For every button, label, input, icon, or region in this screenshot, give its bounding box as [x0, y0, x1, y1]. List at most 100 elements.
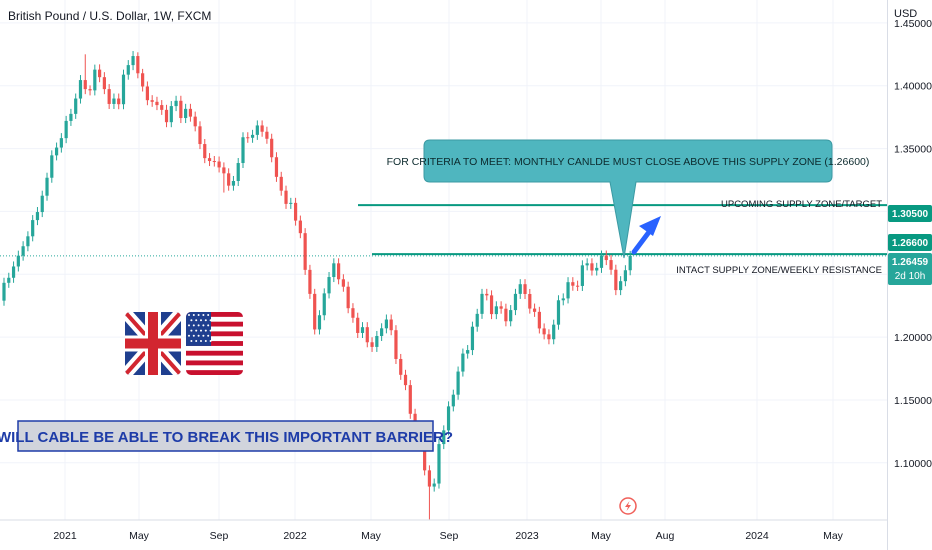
candle: [246, 132, 250, 143]
candle: [547, 329, 551, 345]
candle: [198, 121, 202, 150]
price-tick-label: 1.10000: [894, 458, 932, 470]
tag-last-price: 1.26459 2d 10h: [888, 253, 932, 285]
candle: [193, 111, 197, 132]
time-tick-label: Aug: [656, 530, 675, 542]
candle: [298, 215, 302, 239]
candle: [380, 323, 384, 342]
candle: [179, 95, 183, 124]
question-banner-text: WILL CABLE BE ABLE TO BREAK THIS IMPORTA…: [0, 429, 453, 446]
candle: [585, 258, 589, 271]
candle: [121, 69, 126, 110]
candle: [150, 95, 154, 107]
candle: [317, 310, 322, 335]
currency-label: USD: [894, 8, 918, 20]
candle: [293, 197, 298, 226]
time-tick-label: May: [361, 530, 382, 542]
time-scale[interactable]: 2021 May Sep 2022 May Sep 2023 May Aug 2024 May: [53, 530, 843, 542]
candle: [614, 264, 618, 296]
candle: [308, 264, 312, 299]
candle: [212, 155, 216, 167]
candle: [480, 288, 484, 319]
tag-upper-level: 1.30500: [888, 205, 932, 222]
candle: [64, 115, 68, 144]
price-tick-label: 1.40000: [894, 81, 932, 93]
candle: [332, 258, 336, 283]
candle: [437, 439, 441, 489]
candle: [518, 279, 522, 299]
candle: [69, 108, 73, 126]
us-flag-icon: [186, 312, 243, 375]
candle: [619, 276, 623, 296]
candle: [609, 255, 613, 275]
candle: [341, 274, 345, 292]
time-tick-label: May: [129, 530, 150, 542]
price-tick-label: 1.20000: [894, 332, 932, 344]
candle: [446, 401, 451, 436]
svg-text:1.26600: 1.26600: [892, 238, 929, 249]
candle: [590, 258, 594, 276]
candle: [394, 325, 398, 365]
candle: [274, 152, 279, 182]
candle: [83, 54, 87, 95]
candle: [145, 81, 149, 106]
candle: [470, 321, 475, 356]
price-scale-divider: [887, 0, 888, 550]
candle: [623, 265, 627, 287]
candle: [117, 93, 121, 110]
candle: [11, 261, 16, 283]
candle: [322, 288, 326, 321]
time-tick-label: May: [591, 530, 612, 542]
candle: [442, 425, 446, 450]
price-tick-label: 1.45000: [894, 18, 932, 30]
candle: [389, 314, 393, 336]
candle: [356, 312, 360, 338]
candle: [227, 168, 231, 191]
candle: [207, 153, 212, 167]
candle: [432, 478, 436, 492]
candle: [370, 337, 374, 352]
candle: [542, 323, 546, 340]
candle: [279, 171, 283, 196]
candle: [88, 85, 92, 96]
candle: [289, 197, 293, 209]
candle: [556, 295, 561, 330]
candle: [164, 104, 169, 128]
candle: [217, 156, 221, 173]
lightning-alert-icon[interactable]: [619, 497, 637, 515]
candle: [485, 288, 489, 301]
candle: [45, 172, 49, 201]
candle: [532, 303, 537, 317]
time-tick-label: 2023: [515, 530, 539, 542]
lower-zone-label: INTACT SUPPLY ZONE/WEEKLY RESISTANCE: [676, 265, 882, 276]
candle: [107, 84, 111, 109]
candle: [7, 272, 11, 288]
candle: [16, 250, 20, 272]
candle: [360, 322, 365, 338]
candle: [203, 139, 207, 164]
candle: [576, 280, 580, 291]
candle: [102, 72, 106, 95]
candle: [74, 93, 78, 119]
arrow-up-right-icon[interactable]: [631, 216, 661, 255]
candle: [399, 353, 403, 380]
candle: [523, 279, 527, 300]
candle: [351, 303, 355, 323]
time-tick-label: May: [823, 530, 844, 542]
candle: [98, 64, 102, 83]
callout[interactable]: FOR CRITERIA TO MEET: MONTHLY CANLDE MUS…: [387, 139, 870, 259]
uk-flag-icon: [125, 312, 181, 375]
candle: [250, 129, 255, 143]
candle: [112, 93, 116, 109]
symbol-title[interactable]: British Pound / U.S. Dollar, 1W, FXCM: [8, 9, 212, 23]
candle: [599, 250, 604, 273]
candle: [26, 231, 30, 252]
candle: [169, 101, 173, 128]
candle: [255, 120, 259, 140]
price-tick-label: 1.15000: [894, 395, 932, 407]
candle: [509, 305, 513, 327]
candle: [346, 281, 350, 314]
candle: [566, 277, 570, 304]
